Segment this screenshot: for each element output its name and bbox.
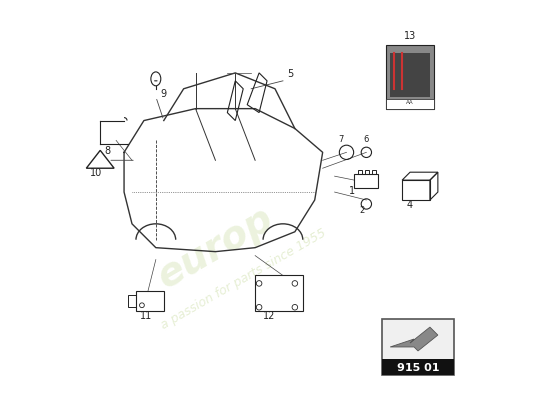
Text: 1: 1: [349, 186, 355, 196]
Bar: [354, 174, 378, 188]
Bar: [382, 359, 454, 375]
Text: a passion for parts since 1955: a passion for parts since 1955: [158, 227, 328, 332]
Text: europ: europ: [151, 199, 280, 296]
Text: 9: 9: [161, 89, 167, 99]
Text: 11: 11: [140, 311, 152, 321]
Text: 2: 2: [359, 206, 364, 215]
Text: 5: 5: [287, 69, 293, 79]
Bar: [386, 45, 434, 109]
Text: AA: AA: [406, 100, 414, 105]
Bar: [255, 276, 303, 311]
Bar: [382, 319, 454, 375]
Bar: [365, 170, 369, 174]
Polygon shape: [390, 327, 438, 351]
Text: 6: 6: [364, 136, 369, 144]
Text: 12: 12: [263, 311, 276, 321]
Text: 8: 8: [104, 146, 111, 156]
Bar: [372, 170, 376, 174]
Bar: [390, 53, 430, 97]
Text: 10: 10: [90, 168, 102, 178]
Text: 7: 7: [338, 136, 343, 144]
Bar: [136, 291, 164, 311]
Text: 13: 13: [404, 31, 416, 41]
Text: 915 01: 915 01: [397, 363, 439, 373]
Bar: [386, 99, 434, 109]
Bar: [358, 170, 361, 174]
Text: 4: 4: [406, 200, 412, 210]
Bar: [402, 180, 430, 200]
